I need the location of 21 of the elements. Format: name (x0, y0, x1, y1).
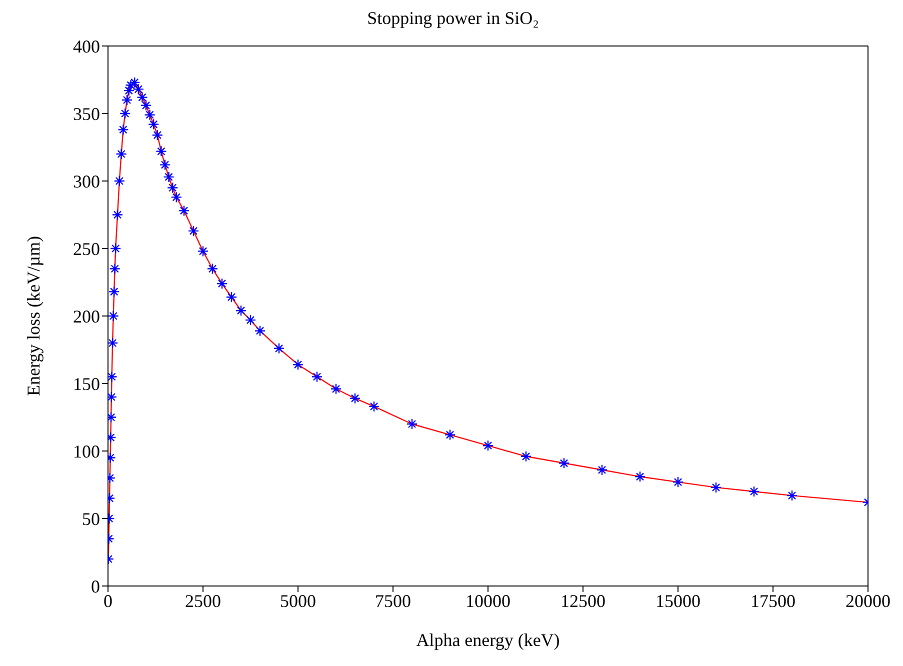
y-tick-label: 350 (73, 104, 100, 124)
y-tick-label: 250 (73, 238, 100, 259)
x-tick-label: 10000 (466, 590, 510, 611)
x-tick-label: 2500 (185, 590, 221, 611)
x-tick-label: 12500 (560, 590, 606, 611)
x-tick-label: 0 (104, 590, 112, 611)
x-tick-label: 7500 (375, 590, 411, 611)
y-tick-label: 150 (73, 374, 100, 394)
y-tick-label: 200 (73, 306, 100, 326)
y-axis-title: Energy loss (keV/µm) (23, 236, 44, 396)
x-tick-label: 20000 (846, 590, 890, 611)
x-tick-label: 5000 (280, 590, 316, 611)
y-tick-label: 0 (91, 576, 100, 596)
y-tick-label: 100 (73, 441, 100, 462)
y-tick-label: 300 (73, 171, 100, 192)
y-tick-label: 50 (82, 508, 100, 529)
x-tick-label: 17500 (750, 590, 796, 611)
y-tick-label: 400 (73, 36, 100, 56)
x-tick-label: 15000 (656, 590, 700, 611)
chart-title: Stopping power in SiO₂ (366, 8, 540, 30)
x-axis-title: Alpha energy (keV) (416, 630, 560, 650)
